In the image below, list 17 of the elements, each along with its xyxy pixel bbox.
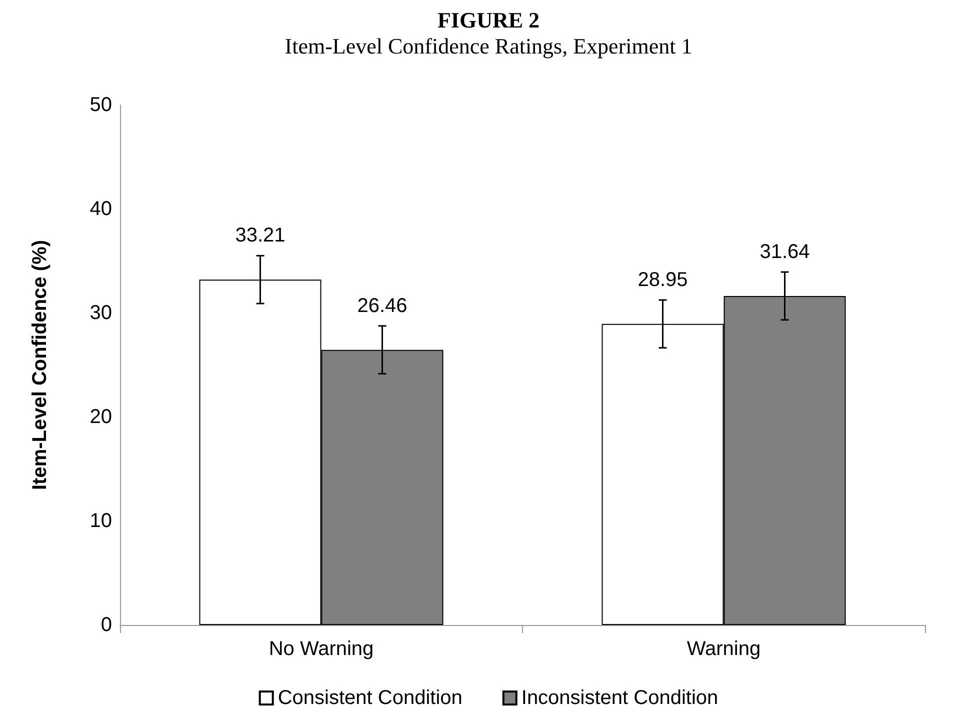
chart-title: FIGURE 2	[437, 8, 540, 32]
y-tick-label: 0	[100, 614, 112, 636]
legend-label: Consistent Condition	[278, 687, 462, 709]
y-tick-label: 30	[90, 302, 112, 324]
y-axis-title: Item-Level Confidence (%)	[29, 240, 51, 490]
y-tick-label: 40	[90, 198, 112, 220]
data-label: 33.21	[235, 224, 286, 247]
x-tick-label: Warning	[686, 638, 761, 660]
data-label: 28.95	[638, 269, 688, 291]
data-label: 26.46	[357, 294, 408, 317]
y-tick-label: 10	[90, 510, 112, 532]
data-label: 31.64	[760, 241, 810, 264]
legend-label: Inconsistent Condition	[521, 687, 718, 709]
y-tick-label: 20	[90, 406, 112, 428]
x-tick-label: No Warning	[268, 638, 374, 660]
y-tick-label: 50	[90, 94, 112, 116]
chart-subtitle: Item-Level Confidence Ratings, Experiment 1	[284, 34, 692, 58]
